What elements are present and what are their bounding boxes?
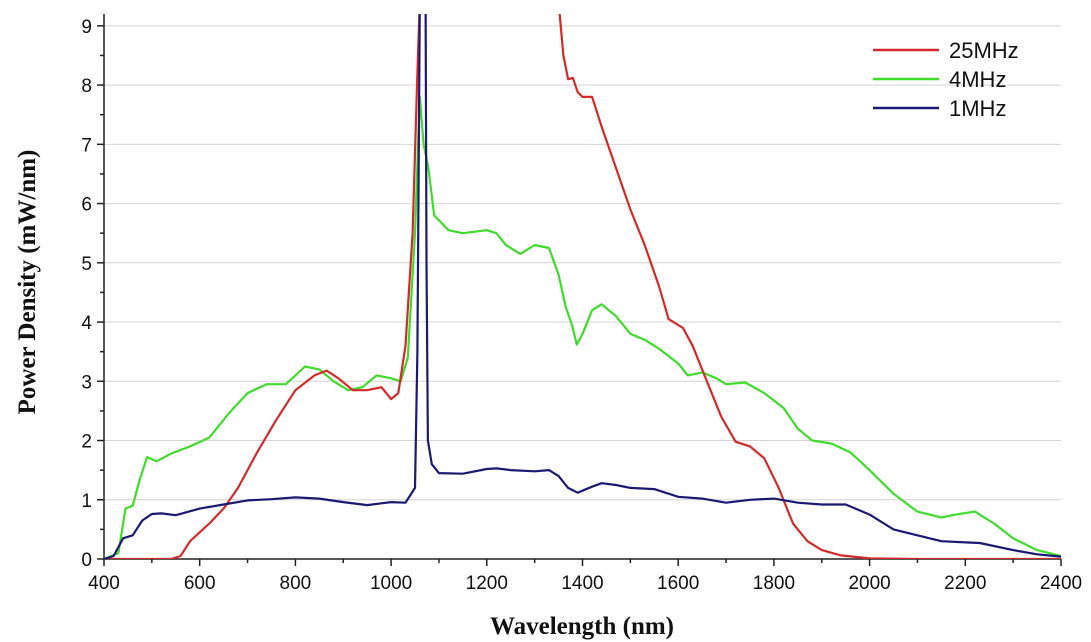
series-lines [104, 14, 1061, 559]
x-tick-label: 600 [184, 573, 216, 594]
legend-label: 25MHz [949, 38, 1019, 63]
x-tick-label: 2400 [1040, 573, 1082, 594]
y-tick-label: 8 [81, 76, 92, 97]
x-axis-title: Wavelength (nm) [490, 613, 674, 640]
legend: 25MHz 4MHz 1MHz [873, 38, 1019, 121]
y-tick-label: 1 [81, 491, 92, 512]
y-tick-label: 3 [81, 372, 92, 393]
series-line-25mhz [104, 14, 1061, 559]
legend-label: 4MHz [949, 67, 1006, 92]
y-tick-label: 4 [81, 313, 92, 334]
x-tick-label: 2000 [848, 573, 890, 594]
y-tick-label: 0 [81, 550, 92, 571]
x-tick-label: 1000 [370, 573, 412, 594]
x-tick-label: 2200 [944, 573, 986, 594]
x-tick-label: 1800 [753, 573, 795, 594]
y-tick-labels: 0 1 2 3 4 5 6 7 8 9 [81, 17, 92, 571]
x-tick-label: 1200 [466, 573, 508, 594]
y-tick-label: 9 [81, 17, 92, 38]
x-tick-label: 1600 [657, 573, 699, 594]
series-line-4mhz [104, 95, 1061, 559]
legend-label: 1MHz [949, 96, 1006, 121]
y-tick-label: 6 [81, 195, 92, 216]
x-tick-labels: 400 600 800 1000 1200 1400 1600 1800 2000 2200 240… [88, 573, 1082, 594]
x-tick-label: 1400 [561, 573, 603, 594]
y-tick-label: 7 [81, 135, 92, 156]
y-axis-title: Power Density (mW/nm) [14, 150, 41, 415]
x-tick-label: 400 [88, 573, 120, 594]
x-tick-label: 800 [280, 573, 312, 594]
series-line-1mhz [104, 14, 1061, 559]
y-tick-label: 2 [81, 432, 92, 453]
y-tick-label: 5 [81, 254, 92, 275]
